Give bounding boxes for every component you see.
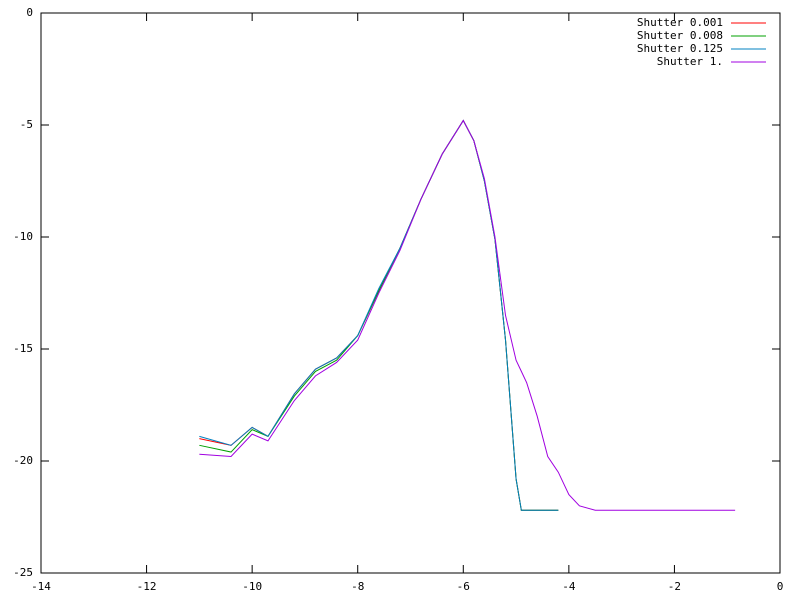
series-line <box>199 119 559 511</box>
y-tick-label: -25 <box>13 566 33 579</box>
x-tick-label: -12 <box>137 580 157 593</box>
plot-frame <box>40 12 781 574</box>
x-tick-label: -4 <box>562 580 576 593</box>
x-tick-label: -6 <box>457 580 470 593</box>
y-tick-label: -20 <box>13 454 33 467</box>
legend-label: Shutter 1. <box>657 55 723 68</box>
x-tick-label: -8 <box>351 580 364 593</box>
y-tick-label: -5 <box>20 118 33 131</box>
series-line <box>199 119 559 511</box>
y-tick-label: -10 <box>13 230 33 243</box>
x-tick-label: -10 <box>242 580 262 593</box>
legend-label: Shutter 0.125 <box>637 42 723 55</box>
legend-label: Shutter 0.001 <box>637 16 723 29</box>
y-tick-label: 0 <box>26 6 33 19</box>
y-tick-label: -15 <box>13 342 33 355</box>
legend-label: Shutter 0.008 <box>637 29 723 42</box>
series-line <box>199 119 559 511</box>
x-tick-label: -2 <box>668 580 681 593</box>
x-tick-label: -14 <box>31 580 51 593</box>
series-line <box>199 119 736 511</box>
x-tick-label: 0 <box>777 580 784 593</box>
